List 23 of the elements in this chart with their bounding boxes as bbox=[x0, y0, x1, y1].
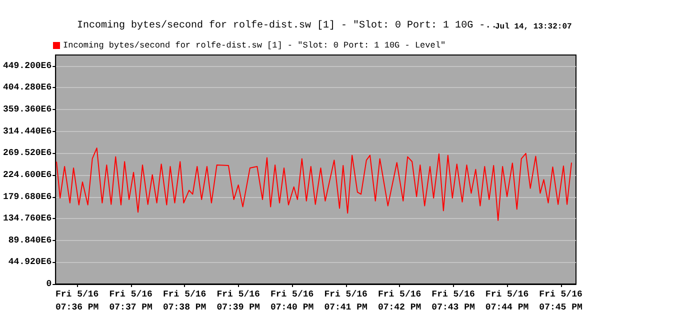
y-tick-label: 0 bbox=[46, 279, 52, 289]
x-tick-label: Fri 5/16 07:42 PM bbox=[378, 290, 422, 312]
y-tick-label: 404.280E6 bbox=[3, 82, 52, 93]
y-tick-label: 359.360E6 bbox=[3, 104, 52, 115]
y-tick-label: 89.840E6 bbox=[8, 235, 52, 246]
y-tick-label: 449.200E6 bbox=[3, 60, 52, 71]
x-tick-label: Fri 5/16 07:37 PM bbox=[109, 290, 152, 312]
y-tick-label: 179.680E6 bbox=[3, 192, 52, 202]
x-tick-label: Fri 5/16 07:43 PM bbox=[432, 290, 475, 312]
y-tick-label: 314.440E6 bbox=[3, 126, 52, 136]
text: Jul 14, 13:32:07 bbox=[495, 22, 572, 32]
x-tick-label: Fri 5/16 07:45 PM bbox=[539, 290, 582, 312]
x-tick-label: Fri 5/16 07:36 PM bbox=[55, 290, 99, 312]
y-tick-label: 134.760E6 bbox=[3, 214, 52, 224]
y-tick-label: 44.920E6 bbox=[8, 257, 52, 268]
y-tick-label: 269.520E6 bbox=[3, 148, 52, 158]
y-tick-label: 224.600E6 bbox=[3, 170, 52, 180]
x-tick-label: Fri 5/16 07:44 PM bbox=[485, 290, 529, 312]
x-tick-label: Fri 5/16 07:40 PM bbox=[270, 290, 314, 312]
x-tick-label: Fri 5/16 07:38 PM bbox=[162, 290, 206, 312]
x-tick-label: Fri 5/16 07:39 PM bbox=[216, 290, 260, 312]
legend-label: Incoming bytes/second for rolfe-dist.sw [1] - "Slot: 0 Port: 1 10G - Level" bbox=[63, 40, 446, 50]
x-tick-label: Fri 5/16 07:41 PM bbox=[324, 290, 368, 312]
